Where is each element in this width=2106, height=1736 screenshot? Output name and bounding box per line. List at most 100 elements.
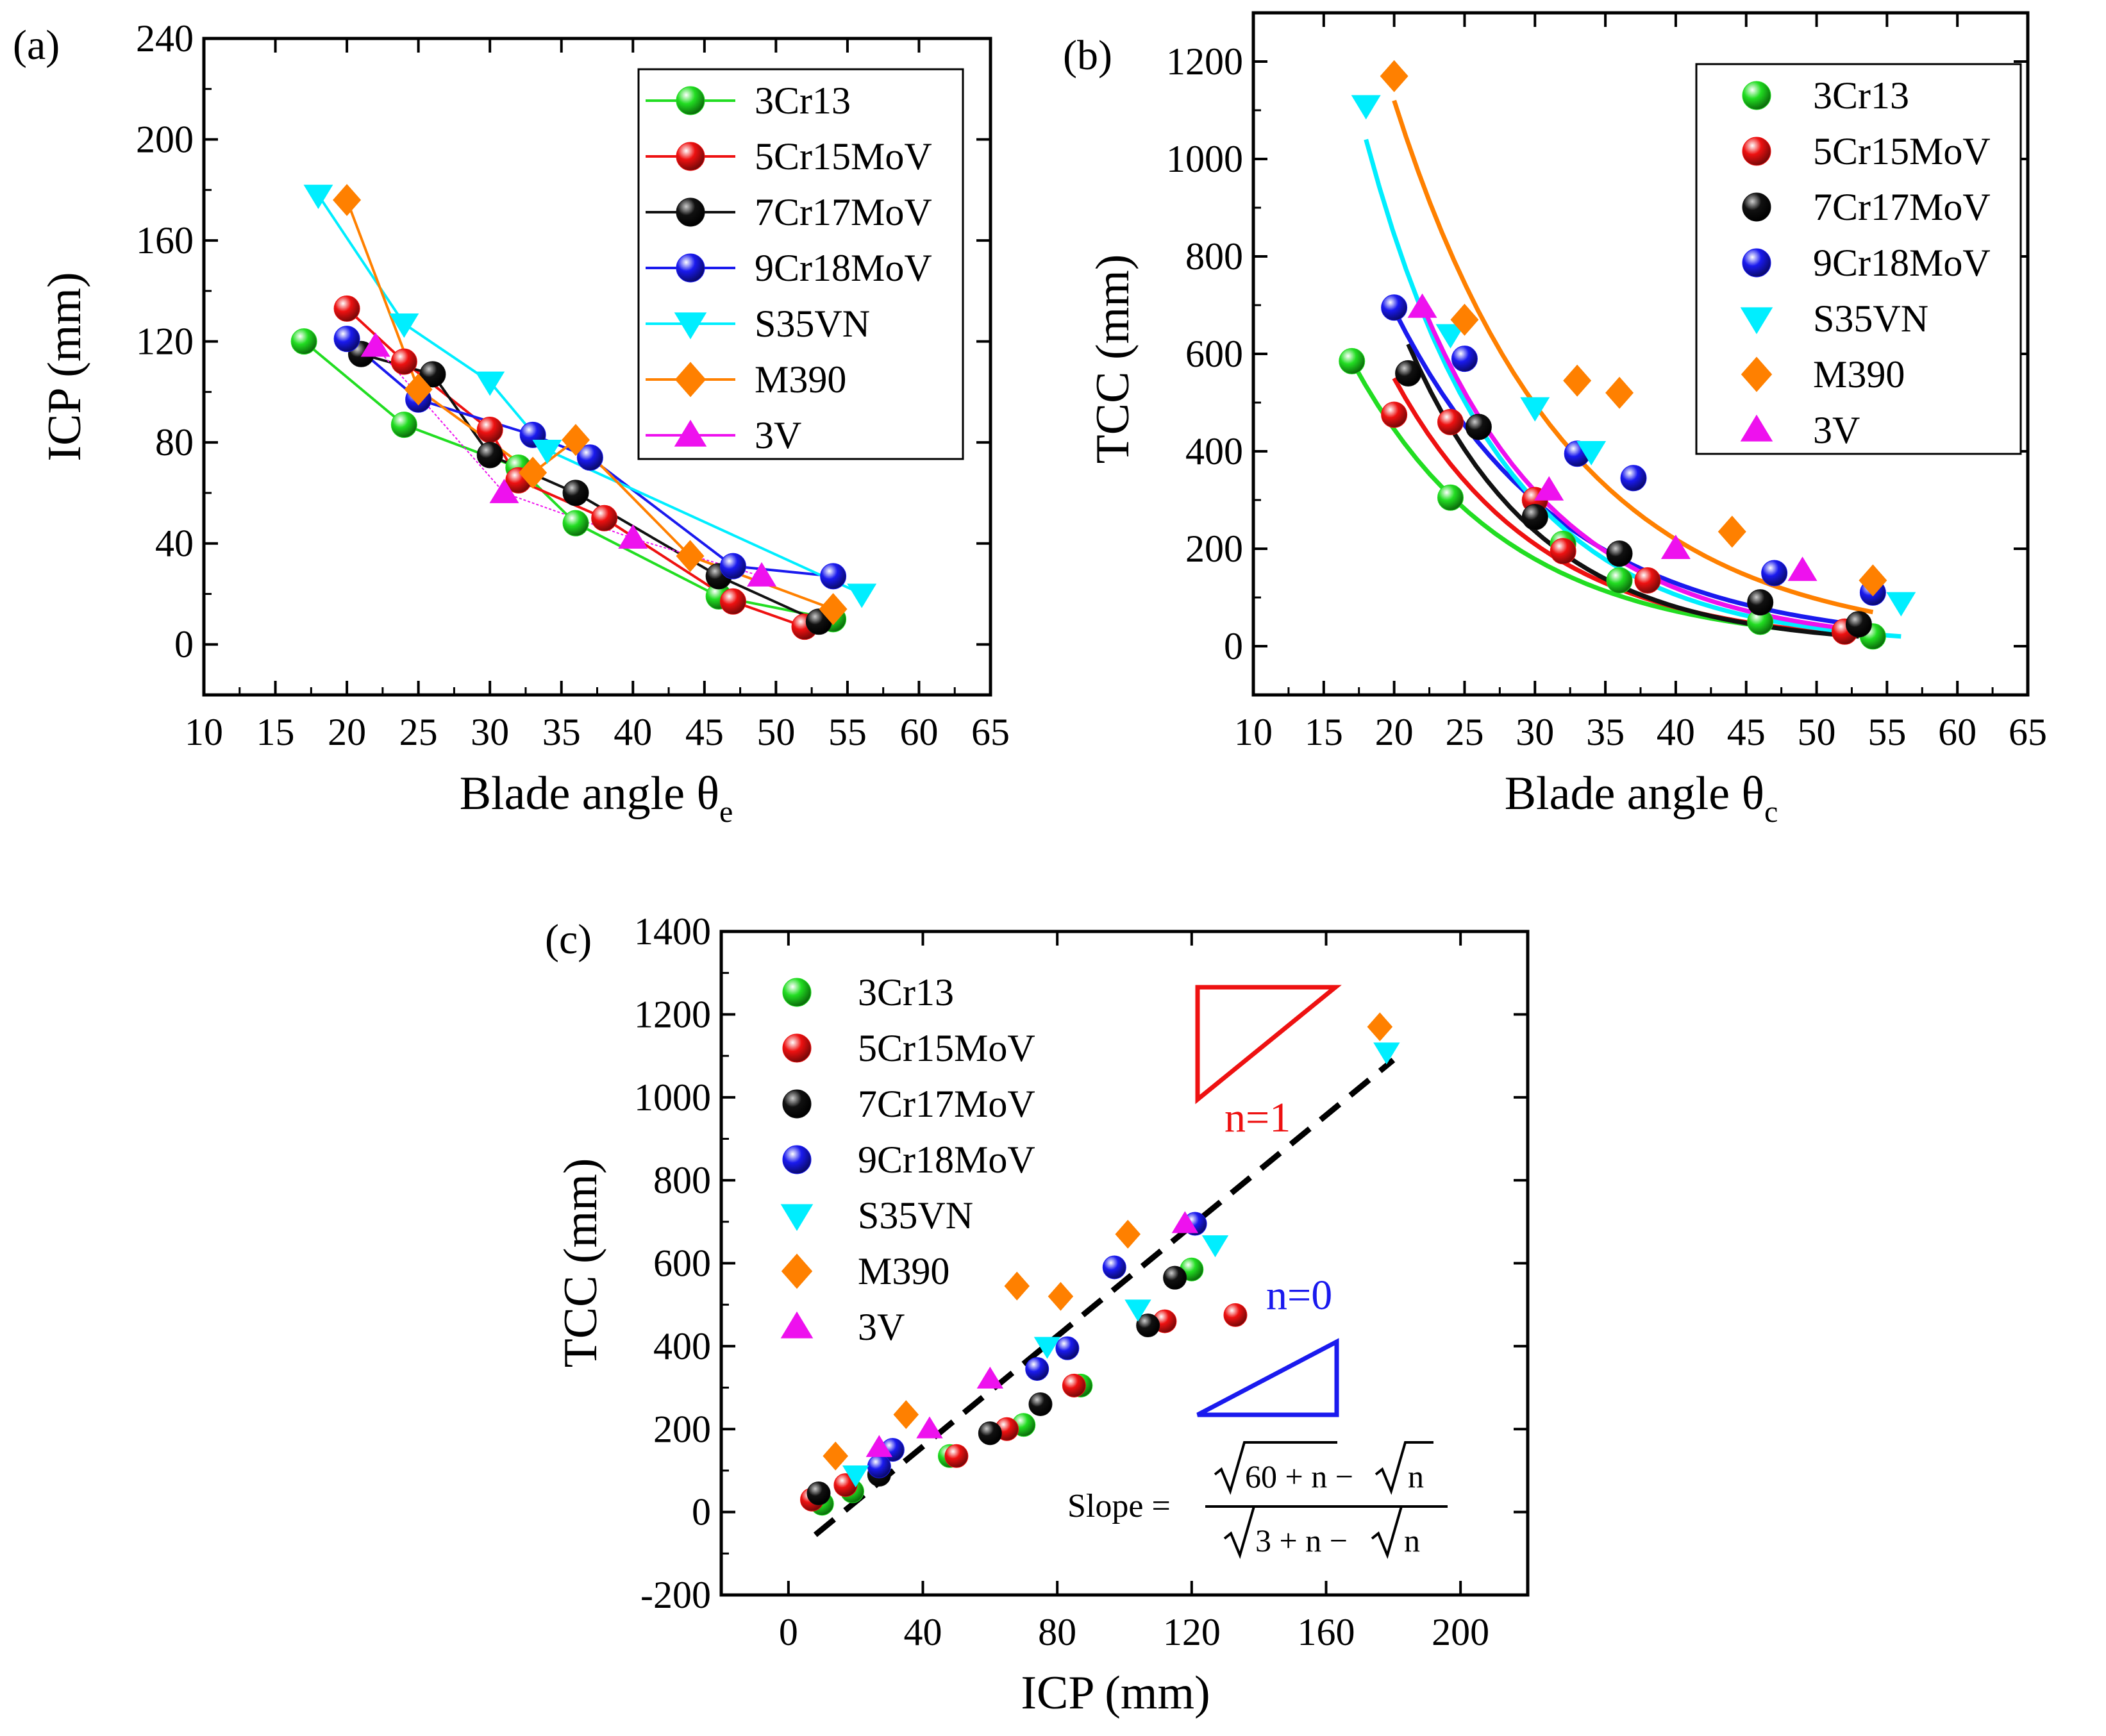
panel-c-point-m390 (1367, 1012, 1393, 1042)
panel-b-xtick-label: 60 (1938, 711, 1976, 753)
slope-numerator: 60 + n − n (1214, 1441, 1433, 1496)
panel-c-ytick-label: 1000 (634, 1076, 711, 1119)
panel-c-point-5cr15mov (1223, 1303, 1248, 1327)
panel-c-point-9cr18mov (867, 1454, 891, 1478)
panel-a-legend-label-m390: M390 (755, 358, 846, 401)
panel-a-xtick-label: 15 (256, 711, 295, 753)
panel-c-point-7cr17mov (806, 1481, 831, 1506)
panel-b-point-3cr13 (1339, 347, 1366, 374)
panel-c-legend-marker-s35vn (780, 1204, 814, 1231)
panel-b-point-s35vn (1351, 95, 1381, 120)
panel-c-point-s35vn (1033, 1337, 1061, 1359)
panel-c-point-s35vn (842, 1465, 869, 1488)
panel-c-ytick-label: 800 (653, 1159, 711, 1201)
panel-c-point-m390 (823, 1441, 849, 1471)
panel-c-point-9cr18mov (1055, 1336, 1080, 1360)
panel-a-point-5cr15mov (476, 416, 503, 443)
panel-b-xtick-label: 40 (1657, 711, 1695, 753)
panel-a-xtick-label: 65 (971, 711, 1010, 753)
panel-c-legend-marker-9cr18mov (782, 1145, 812, 1174)
panel-a-xtick-label: 10 (185, 711, 223, 753)
panel-c-legend-label-m390: M390 (858, 1250, 949, 1292)
panel-b-point-3v (1407, 293, 1437, 318)
panel-b-legend-marker-s35vn (1740, 307, 1773, 335)
panel-b: (b) 10 15 20 25 30 35 40 45 50 55 60 65 0 200 400 600 80… (1063, 11, 2047, 829)
panel-b-point-5cr15mov (1437, 408, 1464, 435)
panel-b-point-3cr13 (1606, 567, 1633, 594)
panel-a-ylabel: ICP (mm) (38, 272, 91, 461)
panel-a-point-9cr18mov (719, 553, 746, 580)
panel-a-point-9cr18mov (333, 326, 360, 353)
panel-a-xtick-label: 50 (756, 711, 795, 753)
panel-a-point-3cr13 (390, 412, 417, 438)
panel-a-ytick-label: 160 (136, 219, 194, 262)
panel-c-point-m390 (1115, 1219, 1141, 1249)
panel-a-xtick-label: 45 (685, 711, 724, 753)
panel-b-ytick-label: 200 (1185, 528, 1243, 570)
panel-c-xlabel: ICP (mm) (1021, 1667, 1210, 1719)
panel-c-legend-label-s35vn: S35VN (858, 1194, 973, 1237)
panel-a-legend-label-9cr18mov: 9Cr18MoV (755, 247, 932, 289)
panel-c-point-3v (916, 1416, 943, 1439)
panel-a-legend-label-3v: 3V (755, 414, 801, 456)
panel-b-xtick-label: 10 (1234, 711, 1273, 753)
panel-b-point-m390 (1605, 376, 1634, 409)
panel-b-fit-7cr17mov (1406, 343, 1859, 639)
panel-a-point-3v (747, 562, 777, 587)
panel-b-legend-label-7cr17mov: 7Cr17MoV (1813, 186, 1991, 228)
panel-b-point-m390 (1859, 564, 1887, 597)
panel-b-point-s35vn (1886, 592, 1916, 617)
panel-a-label: (a) (13, 22, 60, 69)
panel-a-legend-marker-5cr15mov (676, 142, 705, 171)
panel-a-point-3v (489, 478, 519, 503)
panel-b-legend: 3Cr13 5Cr15MoV 7Cr17MoV 9Cr18MoV S35VN M390 3V (1695, 63, 2022, 455)
panel-b-legend-marker-7cr17mov (1742, 192, 1771, 222)
panel-a-legend-marker-9cr18mov (676, 253, 705, 283)
panel-c-xtick-label: 40 (904, 1611, 942, 1653)
panel-b-xtick-label: 45 (1727, 711, 1766, 753)
panel-a-legend-label-3cr13: 3Cr13 (755, 79, 851, 122)
panel-b-legend-label-3v: 3V (1813, 409, 1860, 451)
panel-c-point-7cr17mov (1136, 1314, 1160, 1338)
slope-denominator-radical-2 (1371, 1505, 1430, 1560)
panel-c-point-7cr17mov (1028, 1392, 1053, 1416)
panel-c-point-3v (865, 1435, 893, 1457)
panel-b-legend-label-3cr13: 3Cr13 (1813, 74, 1909, 117)
panel-c-ytick-label: -200 (640, 1574, 711, 1616)
panel-a-point-5cr15mov (719, 588, 746, 615)
panel-a-legend-marker-m390 (674, 362, 706, 397)
panel-a-point-5cr15mov (591, 505, 618, 531)
panel-a-point-m390 (676, 540, 705, 572)
panel-a-xtick-label: 25 (399, 711, 438, 753)
panel-b-legend-label-9cr18mov: 9Cr18MoV (1813, 242, 1991, 284)
panel-b-xtick-label: 20 (1375, 711, 1414, 753)
panel-c-fit-line (813, 1058, 1396, 1537)
panel-c-xtick-label: 80 (1038, 1611, 1076, 1653)
panel-a-point-7cr17mov (476, 442, 503, 469)
panel-b-point-9cr18mov (1761, 560, 1788, 587)
panel-a-point-3v (360, 332, 390, 357)
slope-numerator-radical-1 (1214, 1441, 1337, 1496)
panel-a-legend: 3Cr13 5Cr15MoV 7Cr17MoV 9Cr18MoV S35VN M390 3V (637, 68, 964, 460)
panel-c-legend-label-3cr13: 3Cr13 (858, 971, 954, 1014)
panel-b-point-7cr17mov (1606, 540, 1633, 567)
panel-a-xtick-label: 60 (899, 711, 938, 753)
panel-a-xtick-label: 35 (542, 711, 581, 753)
panel-a-plot: 10 15 20 25 30 35 40 45 50 55 60 65 0 40 80 120 160 200 24… (136, 17, 1010, 753)
panel-b-point-9cr18mov (1620, 465, 1647, 492)
panel-b-fit-m390 (1392, 99, 1874, 615)
slope-numerator-text: 60 + n − (1245, 1458, 1353, 1494)
slope-denominator: 3 + n − n (1223, 1505, 1430, 1560)
panel-b-point-3cr13 (1437, 484, 1464, 511)
panel-b-point-3v (1660, 535, 1691, 559)
panel-b-xlabel: Blade angle θc (1505, 767, 1778, 829)
panel-b-ylabel: TCC (mm) (1087, 255, 1139, 464)
panel-c-point-s35vn (1373, 1042, 1400, 1065)
panel-b-point-s35vn (1576, 441, 1607, 465)
panel-c-label: (c) (545, 916, 592, 963)
panel-c-point-s35vn (1201, 1235, 1229, 1258)
panel-a-point-m390 (333, 184, 362, 217)
panel-b-xtick-label: 65 (2009, 711, 2047, 753)
panel-c-legend-marker-3v (780, 1311, 814, 1339)
panel-a: (a) 10 15 20 25 30 35 40 45 50 55 60 65 0 40 80 120 160 2… (13, 17, 1010, 829)
